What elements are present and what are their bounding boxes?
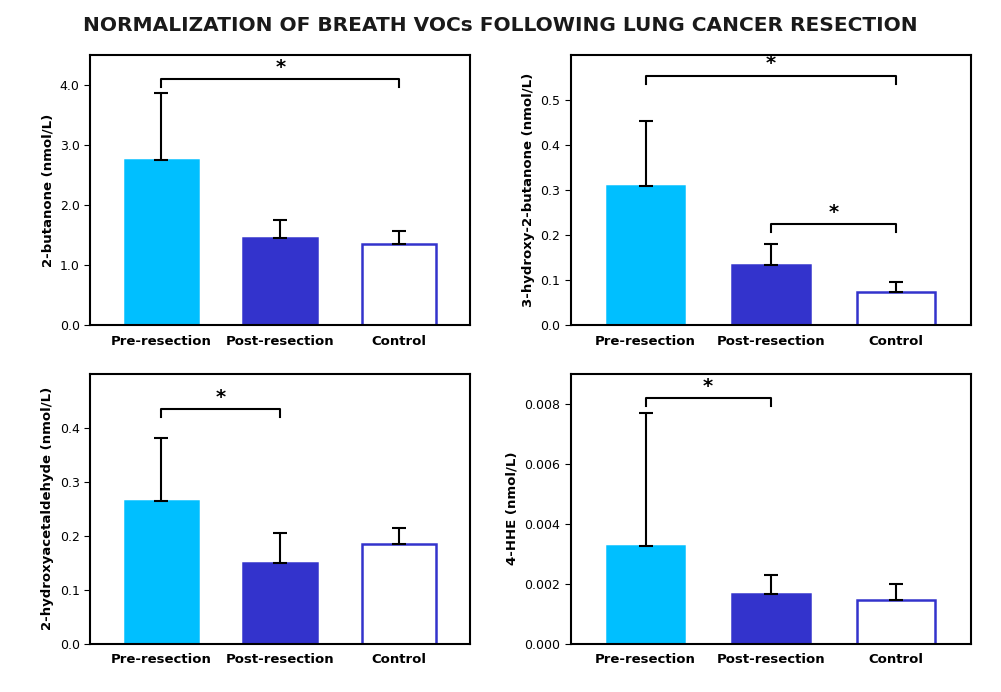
Bar	[732, 594, 810, 644]
Bar	[124, 161, 198, 325]
Bar	[362, 244, 436, 325]
Y-axis label: 4-HHE (nmol/L): 4-HHE (nmol/L)	[506, 452, 519, 565]
Bar	[124, 500, 198, 644]
Y-axis label: 2-butanone (nmol/L): 2-butanone (nmol/L)	[41, 113, 54, 267]
Text: *: *	[703, 376, 714, 396]
Text: *: *	[828, 203, 839, 222]
Bar	[607, 186, 685, 325]
Bar	[362, 544, 436, 644]
Bar	[857, 291, 935, 325]
Text: *: *	[216, 388, 226, 407]
Bar	[243, 238, 317, 325]
Text: NORMALIZATION OF BREATH VOCs FOLLOWING LUNG CANCER RESECTION: NORMALIZATION OF BREATH VOCs FOLLOWING L…	[83, 17, 918, 35]
Bar	[607, 546, 685, 644]
Bar	[732, 264, 810, 325]
Y-axis label: 3-hydroxy-2-butanone (nmol/L): 3-hydroxy-2-butanone (nmol/L)	[522, 73, 535, 307]
Text: *: *	[275, 58, 285, 78]
Bar	[857, 600, 935, 644]
Bar	[243, 563, 317, 644]
Y-axis label: 2-hydroxyacetaldehyde (nmol/L): 2-hydroxyacetaldehyde (nmol/L)	[41, 387, 54, 630]
Text: *: *	[766, 55, 776, 73]
